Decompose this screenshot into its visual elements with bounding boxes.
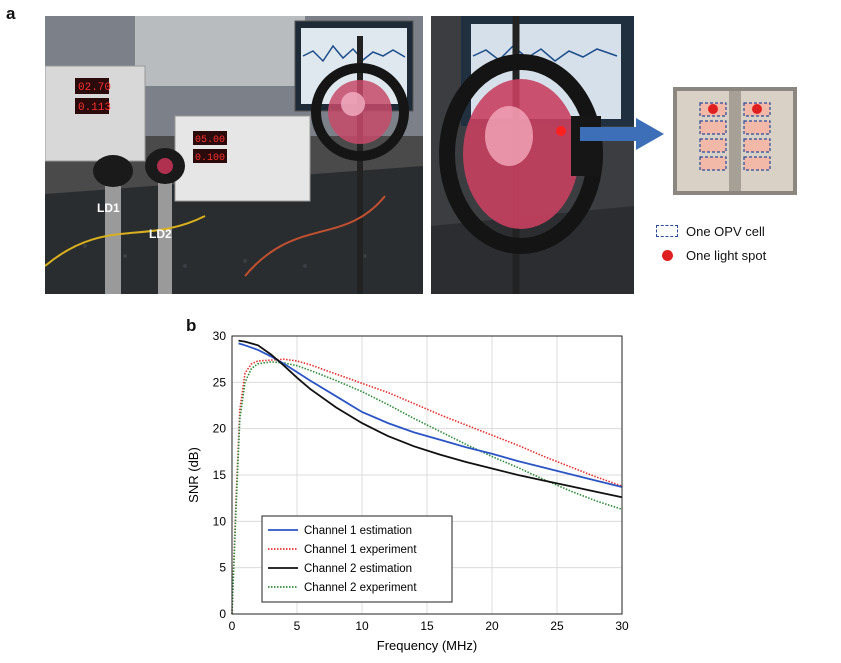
- y-tick-label: 0: [219, 607, 226, 621]
- panel-b-label: b: [186, 316, 197, 335]
- y-tick-label: 10: [213, 514, 227, 528]
- photo-legend: One OPV cell One light spot: [656, 219, 766, 267]
- y-tick-label: 5: [219, 561, 226, 575]
- legend-label-1: Channel 1 estimation: [304, 525, 412, 537]
- x-tick-label: 10: [355, 619, 369, 633]
- ld1-label: LD1: [97, 201, 120, 215]
- y-tick-label: 20: [213, 422, 227, 436]
- dashed-box-icon: [656, 225, 678, 237]
- x-tick-label: 5: [294, 619, 301, 633]
- series-line-1: [238, 342, 623, 488]
- legend-label-2: Channel 1 experiment: [304, 544, 417, 556]
- x-tick-label: 0: [229, 619, 236, 633]
- snr-chart: 0 5 10 15 20 25 30 0 5 10 15 20 25 30 Frequency (MHz) S…: [186, 329, 629, 653]
- legend-opv-cell-label: One OPV cell: [686, 223, 765, 239]
- x-tick-label: 15: [420, 619, 434, 633]
- lab-setup-photo: 02.70 0.113 05.00 0.100 LD1 LD2: [45, 16, 423, 294]
- ld2-label: LD2: [149, 227, 172, 241]
- legend-label-3: Channel 2 estimation: [304, 563, 412, 575]
- y-tick-label: 25: [213, 375, 227, 389]
- legend-light-spot-label: One light spot: [686, 247, 767, 263]
- lens-closeup-photo: [431, 16, 634, 294]
- y-tick-label: 30: [213, 329, 227, 343]
- red-dot-icon: [662, 249, 673, 261]
- opv-panel-photo: [673, 87, 797, 195]
- y-axis-label: SNR (dB): [186, 447, 201, 503]
- panel-a-label: a: [6, 4, 16, 23]
- arrow-icon: [580, 118, 664, 150]
- series-line-2: [231, 358, 623, 615]
- x-tick-label: 20: [485, 619, 499, 633]
- readout-1: 02.70: [78, 82, 111, 94]
- legend-light-spot: One light spot: [656, 243, 766, 267]
- series-line-4: [231, 361, 623, 615]
- series-line-3: [238, 339, 623, 499]
- plot-frame: [231, 335, 623, 615]
- readout-4: 0.100: [195, 153, 225, 164]
- readout-2: 0.113: [78, 102, 111, 114]
- x-tick-label: 30: [615, 619, 629, 633]
- legend-opv-cell: One OPV cell: [656, 219, 766, 243]
- legend-label-4: Channel 2 experiment: [304, 582, 417, 594]
- x-axis-label: Frequency (MHz): [377, 638, 477, 653]
- readout-3: 05.00: [195, 135, 225, 146]
- y-tick-label: 15: [213, 468, 227, 482]
- x-tick-label: 25: [550, 619, 564, 633]
